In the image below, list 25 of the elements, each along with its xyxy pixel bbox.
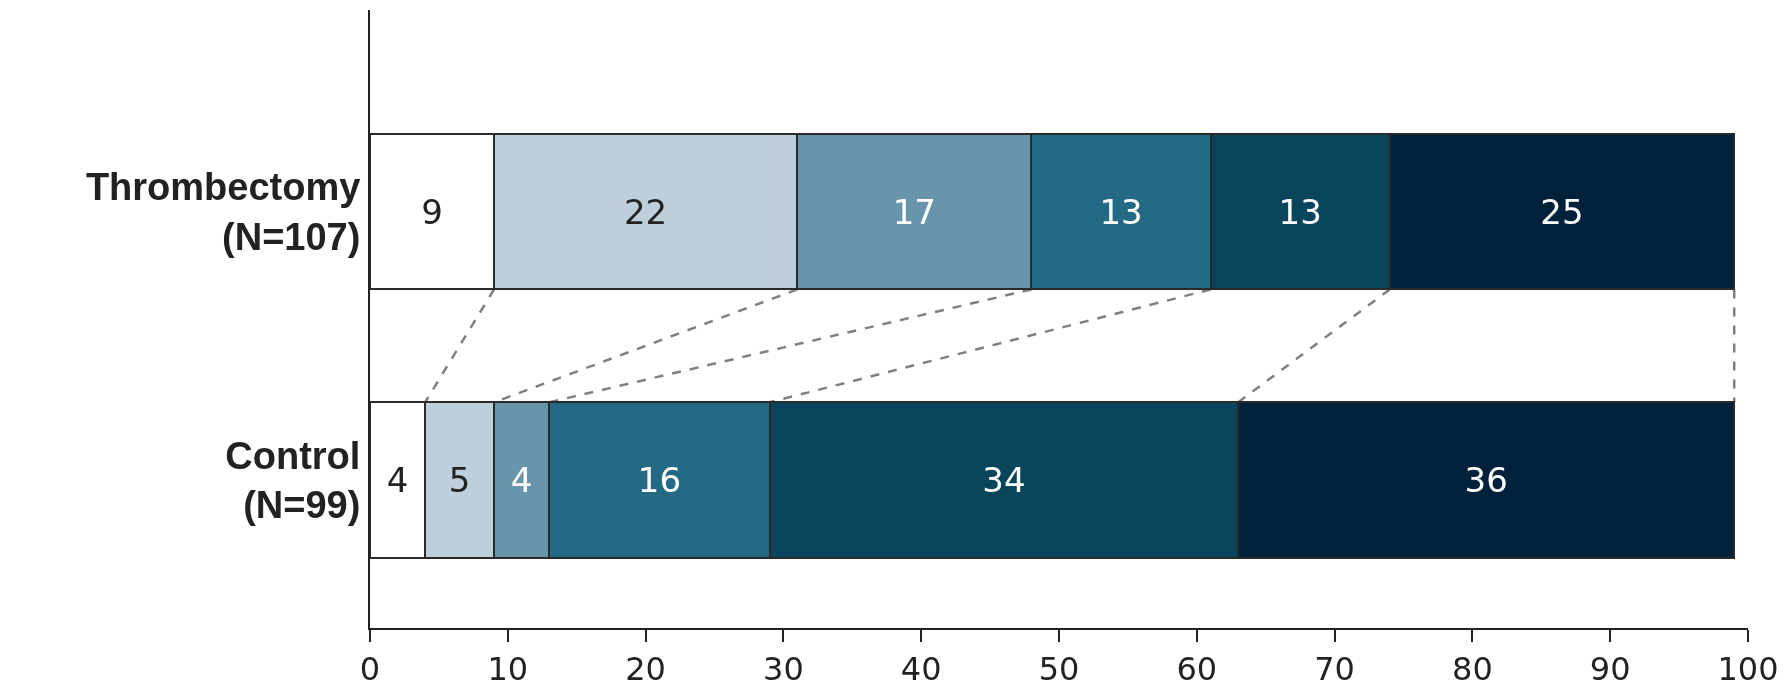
data-label: 36 <box>1464 460 1508 501</box>
x-tick-label: 100 <box>1717 650 1779 689</box>
data-label: 13 <box>1278 191 1322 232</box>
data-label: 25 <box>1540 191 1584 232</box>
x-tick-label: 40 <box>900 650 942 689</box>
x-tick-label: 10 <box>487 650 529 689</box>
x-tick-label: 30 <box>763 650 804 689</box>
y-tick-label: Control (N=99) <box>225 434 361 527</box>
x-tick-label: 90 <box>1589 650 1631 689</box>
data-label: 22 <box>623 191 668 232</box>
x-tick-label: 0 <box>359 650 381 689</box>
data-label: 9 <box>421 191 443 232</box>
data-label: 17 <box>892 191 936 232</box>
x-tick-label: 50 <box>1038 650 1080 689</box>
data-label: 4 <box>510 460 533 501</box>
x-tick-label: 20 <box>625 650 666 689</box>
data-label: 34 <box>982 460 1026 501</box>
x-tick-label: 60 <box>1176 650 1218 689</box>
x-tick-label: 80 <box>1452 650 1493 689</box>
data-label: 16 <box>637 460 682 501</box>
x-tick-label: 70 <box>1314 650 1355 689</box>
data-label: 5 <box>448 460 471 501</box>
y-tick-label: Thrombectomy (N=107) <box>85 166 361 258</box>
data-label: 13 <box>1099 191 1143 232</box>
data-label: 4 <box>386 460 409 501</box>
